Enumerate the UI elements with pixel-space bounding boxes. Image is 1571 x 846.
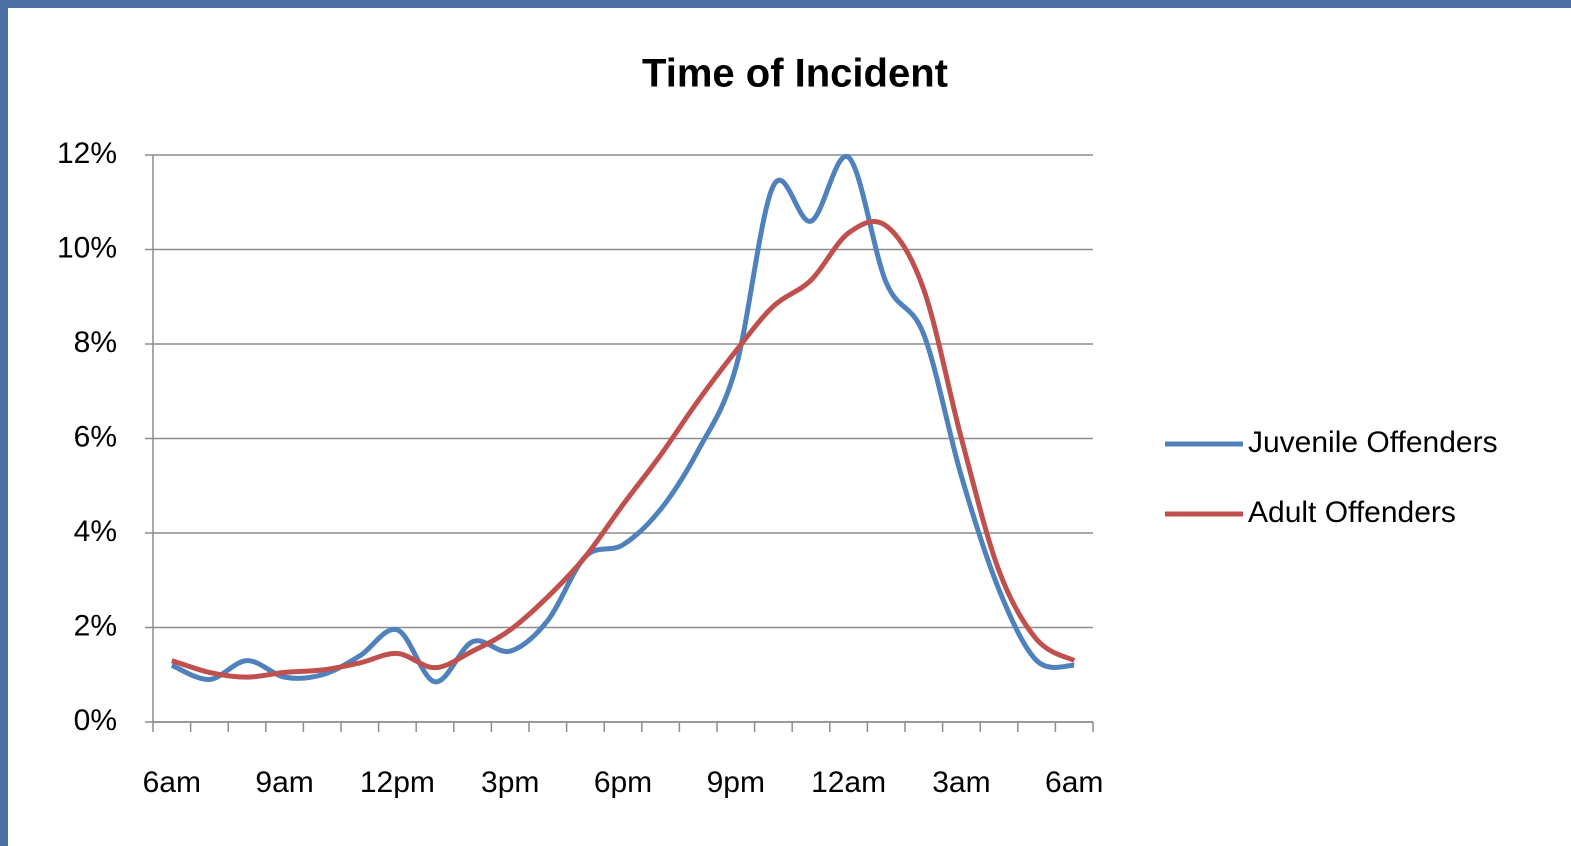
x-tick-label: 6pm xyxy=(594,766,652,799)
legend-label: Juvenile Offenders xyxy=(1248,426,1498,459)
x-tick-label: 6am xyxy=(1045,766,1103,799)
line-series xyxy=(170,153,1075,685)
y-tick-label: 0% xyxy=(74,704,117,737)
x-tick-label: 9am xyxy=(255,766,313,799)
panel xyxy=(8,8,1571,846)
y-tick-label: 4% xyxy=(74,515,117,548)
line-series xyxy=(171,219,1076,680)
y-tick-label: 10% xyxy=(57,231,117,264)
x-tick-label: 6am xyxy=(143,766,201,799)
legend-label: Adult Offenders xyxy=(1248,496,1456,529)
x-tick-label: 12am xyxy=(811,766,886,799)
y-tick-label: 6% xyxy=(74,420,117,453)
chart-title: Time of Incident xyxy=(642,52,948,96)
x-tick-label: 3am xyxy=(932,766,990,799)
y-tick-label: 2% xyxy=(74,609,117,642)
y-tick-label: 8% xyxy=(74,326,117,359)
y-tick-label: 12% xyxy=(57,137,117,170)
x-tick-label: 9pm xyxy=(707,766,765,799)
x-tick-label: 3pm xyxy=(481,766,539,799)
x-tick-label: 12pm xyxy=(360,766,435,799)
